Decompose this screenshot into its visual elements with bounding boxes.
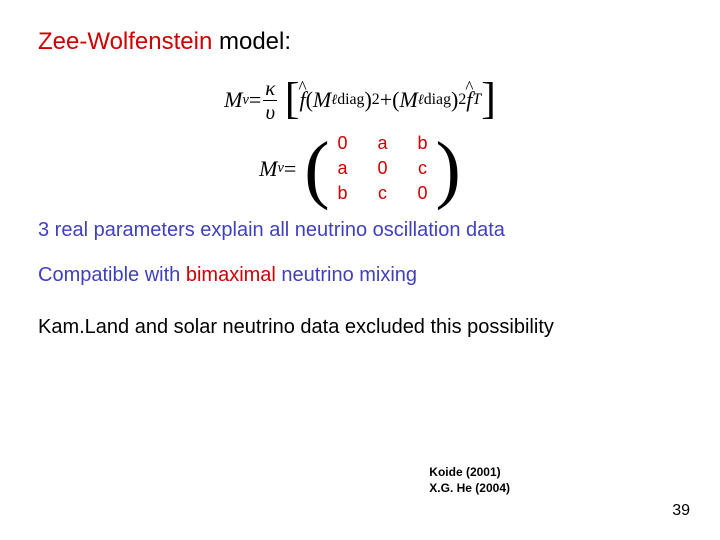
- matrix-grid: 0 a b a 0 c b c 0: [330, 133, 436, 204]
- references: Koide (2001) X.G. He (2004): [429, 464, 510, 496]
- eq1-lbracket: [: [285, 81, 300, 116]
- eq1-close1: ): [364, 87, 371, 113]
- title-emphasis: Zee-Wolfenstein: [38, 28, 212, 55]
- eq2-equals: =: [284, 156, 296, 182]
- eq1-T: T: [472, 91, 481, 109]
- equation-mnu-matrix: Mν = ( 0 a b a 0 c b c 0 ): [38, 133, 682, 205]
- eq1-fhat1: f: [299, 87, 305, 113]
- text-parameters: 3 real parameters explain all neutrino o…: [38, 219, 682, 242]
- page-number: 39: [672, 502, 690, 520]
- matrix-cell: c: [376, 183, 390, 204]
- eq1-rbracket: ]: [481, 81, 496, 116]
- matrix-cell: 0: [416, 183, 430, 204]
- eq1-frac-num: κ: [263, 78, 277, 100]
- eq1-close2: ): [451, 87, 458, 113]
- slide-title: Zee-Wolfenstein model:: [38, 28, 682, 56]
- text-excluded: Kam.Land and solar neutrino data exclude…: [38, 313, 682, 341]
- compat-pre: Compatible with: [38, 264, 186, 286]
- eq1-fraction: κ υ: [263, 78, 277, 123]
- eq1-M1: M: [313, 87, 331, 113]
- equation-mnu-formula: Mν = κ υ [ f (Mℓdiag)2 + (Mℓdiag)2 fT ]: [38, 78, 682, 123]
- ref-line: Koide (2001): [429, 464, 510, 480]
- eq1-equals: =: [249, 87, 261, 113]
- matrix-cell: c: [416, 158, 430, 179]
- eq1-diag2: diag: [424, 91, 451, 109]
- matrix-cell: b: [416, 133, 430, 154]
- title-rest: model:: [212, 28, 291, 55]
- matrix-cell: 0: [336, 133, 350, 154]
- compat-emphasis: bimaximal: [186, 264, 276, 286]
- eq1-diag1: diag: [337, 91, 364, 109]
- text-compatible: Compatible with bimaximal neutrino mixin…: [38, 264, 682, 287]
- matrix-parens: ( 0 a b a 0 c b c 0 ): [304, 133, 461, 205]
- eq1-sq1: 2: [372, 91, 380, 109]
- ref-line: X.G. He (2004): [429, 480, 510, 496]
- eq1-M: M: [224, 87, 242, 113]
- eq1-plus: +: [380, 87, 392, 113]
- eq1-frac-den: υ: [263, 100, 277, 123]
- matrix-cell: a: [376, 133, 390, 154]
- eq1-M2: M: [399, 87, 417, 113]
- compat-post: neutrino mixing: [276, 264, 417, 286]
- rparen-icon: ): [436, 133, 461, 205]
- lparen-icon: (: [304, 133, 329, 205]
- eq1-open1: (: [306, 87, 313, 113]
- eq1-fhat2: f: [466, 87, 472, 113]
- slide: Zee-Wolfenstein model: Mν = κ υ [ f (Mℓd…: [0, 0, 720, 540]
- matrix-cell: b: [336, 183, 350, 204]
- matrix-cell: 0: [376, 158, 390, 179]
- eq2-M: M: [259, 156, 277, 182]
- matrix-cell: a: [336, 158, 350, 179]
